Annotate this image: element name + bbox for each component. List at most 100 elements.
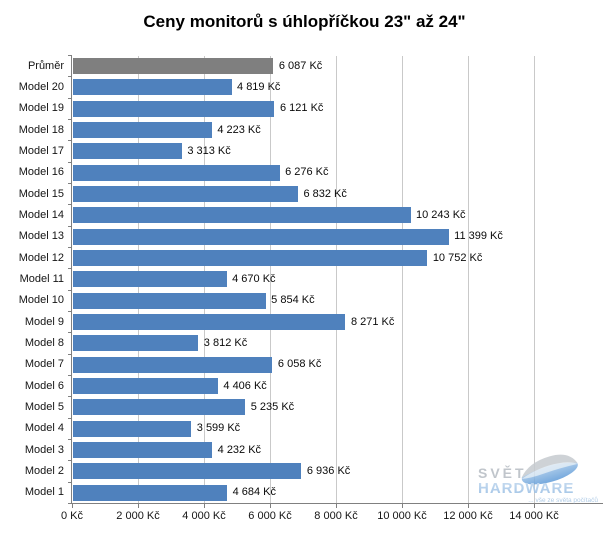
x-axis-tick — [203, 503, 205, 508]
y-axis-tick — [67, 268, 72, 270]
x-axis-tick — [335, 503, 337, 508]
bar — [72, 356, 273, 373]
category-label: Model 20 — [18, 80, 64, 93]
category-label: Model 4 — [24, 422, 64, 435]
x-axis-tick — [401, 503, 403, 508]
value-label: 6 832 Kč — [303, 187, 347, 200]
value-label: 3 313 Kč — [187, 144, 231, 157]
bar — [72, 399, 246, 416]
y-axis-tick — [67, 439, 72, 440]
category-label: Model 15 — [18, 187, 64, 200]
category-label: Model 10 — [18, 294, 64, 307]
value-label: 3 812 Kč — [203, 336, 248, 349]
gridline — [533, 55, 535, 504]
bar — [72, 186, 298, 202]
bar — [72, 164, 280, 181]
gridline — [335, 55, 337, 504]
category-label: Model 9 — [24, 315, 64, 328]
value-label: 10 243 Kč — [416, 208, 466, 221]
category-label: Model 13 — [18, 230, 64, 243]
x-axis-label: 0 Kč — [60, 509, 83, 522]
value-label: 3 599 Kč — [196, 422, 241, 435]
mouse-icon — [521, 454, 578, 485]
y-axis-tick — [67, 311, 72, 312]
x-axis-label: 4 000 Kč — [182, 509, 226, 522]
watermark-line2: HARDWARE — [478, 480, 574, 497]
y-axis-tick — [67, 481, 72, 483]
y-axis-tick — [67, 119, 72, 120]
y-axis-tick — [67, 225, 72, 227]
category-label: Model 2 — [24, 464, 64, 477]
x-axis-tick — [533, 503, 535, 508]
bar — [72, 314, 346, 330]
value-label: 6 087 Kč — [278, 59, 323, 72]
bar — [72, 143, 182, 160]
x-axis-label: 6 000 Kč — [248, 509, 292, 522]
bar — [72, 378, 218, 394]
value-label: 6 936 Kč — [306, 464, 351, 477]
value-label: 6 276 Kč — [285, 166, 329, 179]
y-axis-tick — [67, 460, 72, 462]
x-axis-line — [71, 503, 603, 504]
y-axis-tick — [67, 183, 72, 184]
y-axis-tick — [67, 289, 72, 291]
category-label: Model 8 — [24, 336, 64, 349]
bar — [72, 463, 302, 480]
category-label: Model 6 — [24, 379, 64, 392]
bar — [72, 79, 232, 96]
x-axis-label: 8 000 Kč — [314, 509, 358, 522]
value-label: 4 670 Kč — [232, 272, 276, 285]
value-label: 4 232 Kč — [217, 443, 262, 456]
bar — [72, 335, 199, 352]
bar — [72, 207, 411, 224]
value-label: 5 235 Kč — [250, 400, 295, 413]
bar — [72, 484, 228, 501]
category-label: Model 1 — [24, 486, 64, 499]
category-label: Model 3 — [24, 443, 64, 456]
category-label: Model 18 — [18, 123, 64, 136]
gridline — [269, 55, 271, 504]
x-axis-tick — [467, 503, 469, 508]
category-label: Model 16 — [18, 166, 64, 179]
category-label: Model 11 — [19, 272, 64, 285]
bar — [72, 271, 227, 288]
bar — [72, 442, 213, 458]
x-axis-tick — [137, 503, 139, 508]
value-label: 6 058 Kč — [277, 358, 322, 371]
bar — [72, 420, 192, 437]
watermark-tagline: ... vše ze světa počítačů — [528, 496, 598, 504]
bar — [72, 228, 449, 245]
gridline — [467, 55, 469, 504]
category-label: Průměr — [27, 59, 64, 72]
category-label: Model 12 — [18, 251, 64, 264]
y-axis-tick — [67, 55, 72, 56]
x-axis-label: 12 000 Kč — [443, 509, 493, 522]
x-axis-tick — [269, 503, 271, 508]
value-label: 5 854 Kč — [271, 294, 315, 307]
y-axis-tick — [67, 503, 72, 504]
y-axis-tick — [67, 396, 72, 398]
watermark-line1: SVĚT — [478, 464, 527, 481]
x-axis-label: 14 000 Kč — [509, 509, 559, 522]
value-label: 4 684 Kč — [232, 486, 276, 499]
mouse-highlight — [521, 462, 578, 479]
value-label: 8 271 Kč — [350, 315, 395, 328]
y-axis-tick — [67, 76, 72, 78]
x-axis-label: 2 000 Kč — [116, 509, 160, 522]
gridline — [401, 55, 403, 504]
value-label: 4 223 Kč — [217, 123, 261, 136]
value-label: 10 752 Kč — [432, 251, 483, 264]
category-label: Model 19 — [18, 102, 64, 115]
y-axis-tick — [67, 140, 72, 142]
watermark-logo: SVĚT HARDWARE ... vše ze světa počítačů — [478, 454, 598, 504]
mouse-body-top — [521, 454, 578, 478]
value-label: 6 121 Kč — [279, 102, 324, 115]
value-label: 4 819 Kč — [237, 80, 281, 93]
chart-title: Ceny monitorů s úhlopříčkou 23" až 24" — [143, 12, 466, 31]
y-axis-tick — [67, 332, 72, 334]
bar — [72, 292, 266, 309]
y-axis-tick — [67, 417, 72, 419]
value-label: 11 399 Kč — [454, 230, 503, 243]
